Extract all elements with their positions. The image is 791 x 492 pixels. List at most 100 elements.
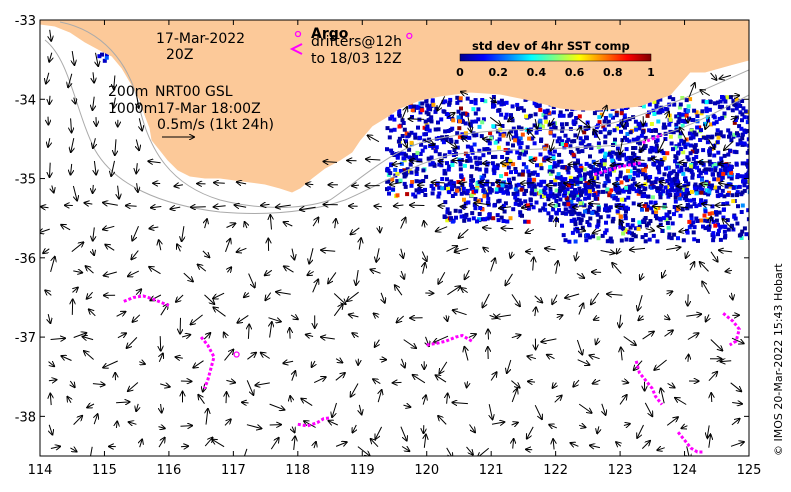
sst-cell (606, 119, 611, 124)
sst-cell (420, 101, 425, 106)
sst-cell (526, 219, 531, 224)
current-vector (395, 285, 403, 296)
x-tick-label: 115 (92, 463, 117, 478)
current-vector (284, 266, 294, 273)
current-vector (270, 322, 272, 338)
sst-cell (404, 139, 408, 144)
sst-cell (505, 219, 510, 224)
sst-cell (557, 189, 562, 193)
sst-cell (747, 168, 749, 173)
sst-cell (700, 177, 704, 182)
current-vector (438, 161, 445, 162)
current-vector (379, 226, 380, 232)
sst-cell (743, 109, 748, 114)
sst-cell (474, 119, 478, 124)
sst-cell (683, 108, 688, 113)
current-vector (709, 435, 711, 448)
current-vector (226, 380, 235, 382)
sst-cell (633, 234, 638, 239)
sst-cell (706, 225, 711, 229)
sst-cell (684, 194, 688, 199)
sst-cell (511, 191, 516, 196)
sst-cell (418, 110, 423, 115)
sst-cell (545, 108, 550, 113)
sst-cell (474, 189, 479, 194)
sst-cell (685, 228, 689, 233)
sst-cell (672, 177, 677, 182)
sst-cell (477, 217, 481, 222)
sst-cell (716, 135, 721, 140)
sst-cell (704, 106, 709, 111)
current-vector (711, 393, 712, 403)
sst-cell (633, 119, 638, 124)
current-vector (654, 359, 667, 370)
sst-cell (722, 194, 727, 199)
sst-cell (478, 206, 483, 210)
current-vector (158, 427, 165, 429)
sst-cell (707, 167, 711, 172)
sst-cell (513, 167, 518, 171)
current-vector (578, 425, 585, 427)
sst-cell (673, 145, 678, 150)
sst-cell (526, 169, 531, 174)
sst-cell (555, 163, 560, 168)
sst-cell (463, 151, 468, 156)
sst-cell (746, 185, 749, 190)
sst-cell (688, 164, 693, 169)
sst-cell (634, 189, 639, 194)
current-vector (52, 185, 54, 193)
sst-cell (737, 233, 742, 238)
current-vector (505, 273, 513, 286)
sst-cell (683, 145, 688, 150)
sst-cell (587, 235, 592, 240)
sst-cell (471, 186, 476, 191)
sst-cell (641, 172, 645, 177)
sst-cell (666, 225, 671, 230)
sst-cell (646, 178, 651, 183)
sst-cell (534, 130, 539, 135)
current-vector (265, 292, 272, 301)
current-vector (682, 426, 688, 429)
sst-cell (734, 162, 739, 167)
current-vector (720, 75, 732, 78)
sst-cell (408, 162, 413, 167)
current-vector (71, 137, 74, 152)
sst-cell (560, 142, 565, 147)
sst-cell (654, 216, 659, 221)
sst-cell (661, 216, 666, 221)
current-vector (535, 307, 536, 317)
sst-cell (676, 151, 680, 156)
sst-cell (742, 141, 747, 146)
current-vector (248, 273, 255, 288)
sst-cell (410, 156, 414, 161)
sst-cell (643, 239, 648, 244)
sst-cell (433, 127, 438, 132)
current-vector (462, 137, 468, 142)
sst-cell (690, 172, 695, 177)
sst-cell (637, 121, 641, 126)
sst-cell (553, 178, 558, 183)
sst-cell (675, 171, 680, 176)
sst-cell (681, 150, 686, 155)
sst-cell (690, 175, 695, 180)
argo-marker-icon (294, 30, 302, 38)
sst-cell (721, 215, 726, 220)
sst-cell (647, 102, 652, 107)
current-vector (198, 395, 205, 404)
sst-cell (472, 142, 477, 147)
sst-cell (667, 122, 672, 127)
sst-cell (566, 170, 571, 175)
current-vector (511, 423, 518, 426)
sst-cell (562, 145, 567, 150)
sst-cell (446, 167, 451, 172)
sst-cell (413, 132, 418, 137)
sst-cell (651, 184, 656, 189)
y-axis: -33-34-35-36-37-38 (15, 14, 749, 425)
sst-cell (553, 182, 558, 187)
sst-cell (714, 210, 718, 215)
current-vector (565, 293, 580, 298)
sst-cell (579, 176, 584, 181)
sst-cell (699, 128, 703, 133)
sst-cell (686, 157, 691, 162)
sst-cell (473, 206, 478, 211)
